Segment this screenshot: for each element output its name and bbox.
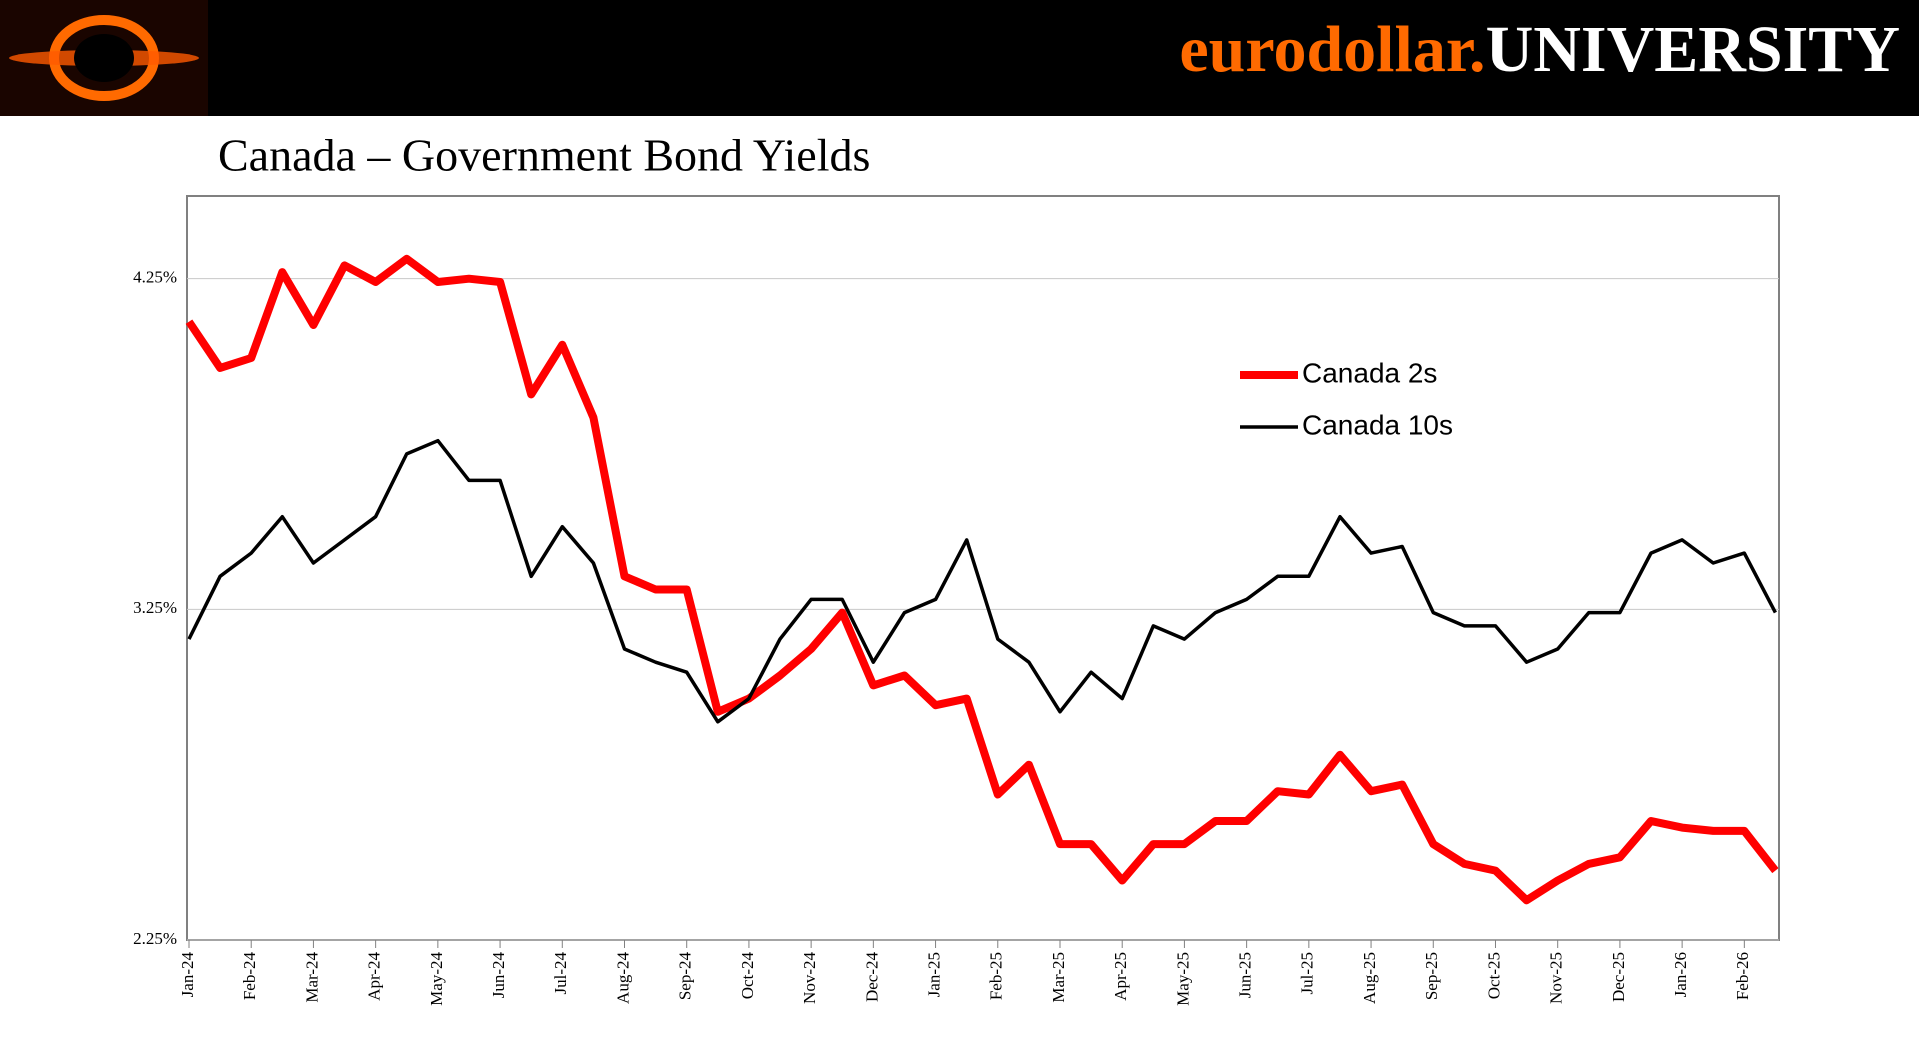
header-bar xyxy=(0,0,1919,116)
x-tick-label: Nov-24 xyxy=(800,952,819,1004)
x-tick-label: Jul-25 xyxy=(1298,952,1317,995)
x-tick-label: Apr-24 xyxy=(365,952,384,1001)
x-tick-label: Feb-25 xyxy=(987,952,1006,1000)
x-tick-label: Aug-24 xyxy=(613,952,632,1004)
x-tick-label: Mar-24 xyxy=(302,952,321,1003)
x-tick-label: Dec-24 xyxy=(862,952,881,1003)
x-tick-label: Sep-25 xyxy=(1422,952,1441,1000)
x-tick-label: Jan-26 xyxy=(1671,952,1690,997)
x-tick-label: Mar-25 xyxy=(1049,952,1068,1003)
legend-label: Canada 2s xyxy=(1302,357,1437,388)
brand: eurodollar.UNIVERSITY xyxy=(1179,13,1900,86)
x-tick-label: Oct-25 xyxy=(1484,952,1503,999)
x-tick-label: Feb-24 xyxy=(240,952,259,1001)
plot-frame xyxy=(186,195,1780,941)
x-tick-label: Jul-24 xyxy=(551,952,570,995)
series-line xyxy=(185,254,1779,905)
series-line xyxy=(187,438,1777,724)
legend-label: Canada 10s xyxy=(1302,409,1453,440)
y-tick-label: 2.25% xyxy=(133,929,177,948)
y-tick-label: 4.25% xyxy=(133,268,177,287)
x-tick-label: Dec-25 xyxy=(1609,952,1628,1002)
x-tick-label: Jun-24 xyxy=(489,952,508,999)
x-tick-label: Jun-25 xyxy=(1236,952,1255,998)
x-tick-label: Nov-25 xyxy=(1547,952,1566,1004)
x-tick-label: Apr-25 xyxy=(1111,952,1130,1001)
x-tick-label: May-25 xyxy=(1173,952,1192,1006)
x-tick-label: Aug-25 xyxy=(1360,952,1379,1004)
brand-suffix: UNIVERSITY xyxy=(1486,13,1900,86)
x-tick-label: Sep-24 xyxy=(676,952,695,1001)
logo xyxy=(0,0,208,116)
brand-name: eurodollar. xyxy=(1179,13,1485,86)
x-tick-label: Oct-24 xyxy=(738,952,757,1000)
x-tick-label: May-24 xyxy=(427,952,446,1006)
x-tick-label: Jan-24 xyxy=(178,952,197,998)
x-tick-label: Feb-26 xyxy=(1733,952,1752,1000)
y-tick-label: 3.25% xyxy=(133,598,177,617)
chart-title: Canada – Government Bond Yields xyxy=(218,130,870,181)
x-tick-label: Jan-25 xyxy=(924,952,943,997)
